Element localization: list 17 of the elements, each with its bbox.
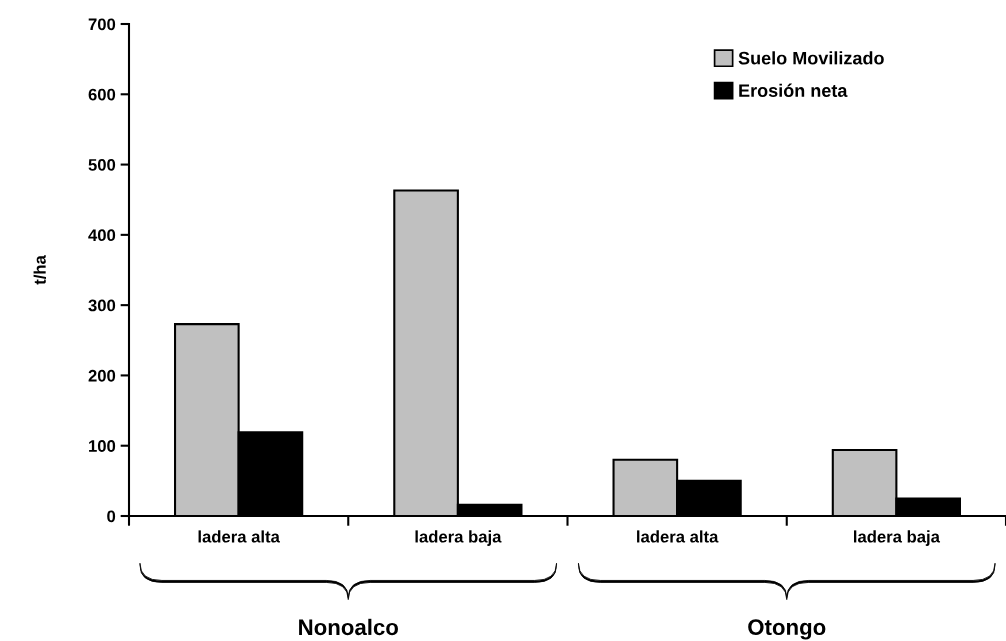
x-tick-label: ladera alta	[637, 530, 719, 543]
y-tick-label: 400	[88, 229, 116, 242]
text: Otongo	[748, 619, 826, 640]
y-tick-label: 700	[88, 18, 116, 31]
y-tick-label: 0	[107, 510, 116, 523]
x-tick-label: ladera alta	[198, 530, 280, 543]
x-tick-label: ladera baja	[854, 530, 941, 546]
legend-label: Erosión neta	[739, 83, 848, 97]
y-tick-label: 100	[89, 440, 116, 452]
y-tick-label: 600	[88, 88, 116, 101]
y-axis-title: t/ha	[33, 255, 46, 285]
x-tick-label: ladera baja	[415, 530, 502, 546]
legend-label: Suelo Movilizado	[738, 51, 884, 65]
y-tick-label: 500	[88, 158, 116, 171]
y-tick-label: 300	[88, 299, 116, 312]
y-tick-label: 200	[88, 369, 116, 382]
text: Nonoalco	[299, 618, 398, 636]
